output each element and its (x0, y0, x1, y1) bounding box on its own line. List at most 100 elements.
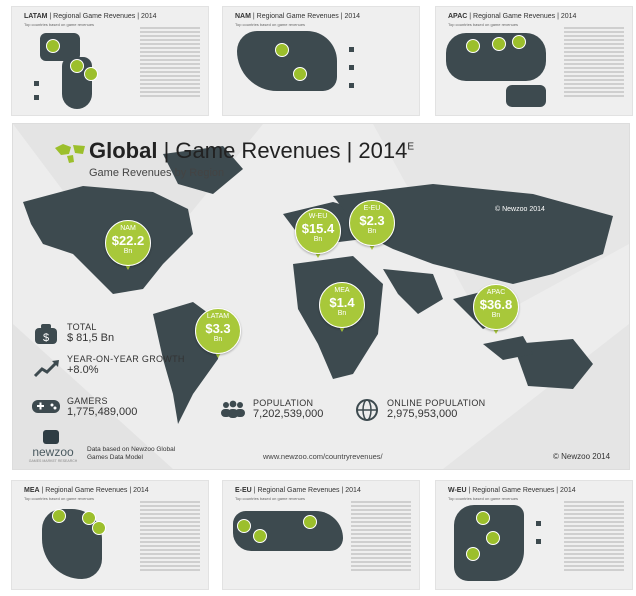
thumbnail-subtitle: Top countries based on game revenues (448, 22, 519, 27)
stat-icon (349, 83, 356, 89)
global-infographic: Global | Game Revenues | 2014E Game Reve… (12, 123, 630, 470)
revenue-table (564, 499, 624, 581)
pin-nam[interactable]: NAM $22.2 Bn (105, 220, 151, 270)
map-copyright: © Newzoo 2014 (495, 206, 545, 213)
stat-value: 1,775,489,000 (67, 406, 138, 418)
pin-unit: Bn (491, 312, 501, 319)
stat-value: 2,975,953,000 (387, 408, 458, 420)
pin-value: $2.3 (359, 213, 385, 228)
globe-icon (356, 399, 378, 421)
map-pin (237, 519, 251, 533)
thumbnail-subtitle: Top countries based on game revenues (235, 22, 306, 27)
map-pin (92, 521, 106, 535)
map-region (506, 85, 546, 107)
footer-copyright: © Newzoo 2014 (553, 452, 611, 461)
source-url[interactable]: www.newzoo.com/countryrevenues/ (263, 452, 383, 461)
pin-region: W-EU (308, 213, 328, 220)
page-subtitle: Game Revenues by Region (89, 167, 225, 179)
thumbnail-title: APAC | Regional Game Revenues | 2014 (448, 13, 577, 20)
logo-mark (43, 430, 59, 444)
thumbnail-subtitle: Top countries based on game revenues (24, 22, 95, 27)
people-icon (221, 400, 245, 418)
stat-value: +8.0% (67, 364, 99, 376)
map-pin (84, 67, 98, 81)
globe-logo-icon (55, 144, 85, 163)
stat-total: TOTAL $ 81,5 Bn (67, 322, 114, 344)
pin-unit: Bn (367, 228, 377, 235)
stat-population: POPULATION 7,202,539,000 (253, 398, 323, 420)
revenue-table (351, 499, 411, 581)
thumbnail-mea[interactable]: MEA | Regional Game Revenues | 2014 Top … (11, 480, 209, 590)
pin-mea[interactable]: MEA $1.4 Bn (319, 282, 365, 332)
stat-label: TOTAL (67, 322, 97, 332)
map-region (237, 31, 337, 91)
stat-growth: YEAR-ON-YEAR GROWTH +8.0% (67, 354, 185, 376)
map-pin (512, 35, 526, 49)
stat-label: ONLINE POPULATION (387, 398, 486, 408)
stat-icon (34, 81, 41, 87)
pin-value: $1.4 (329, 295, 355, 310)
pin-unit: Bn (213, 336, 223, 343)
pin-region: NAM (120, 225, 136, 232)
thumbnail-apac[interactable]: APAC | Regional Game Revenues | 2014 Top… (435, 6, 633, 116)
pin-unit: Bn (313, 236, 323, 243)
pin-unit: Bn (123, 248, 133, 255)
pin-value: $36.8 (479, 297, 513, 312)
stat-icon (34, 95, 41, 101)
map-pin (303, 515, 317, 529)
map-pin (46, 39, 60, 53)
thumbnail-title: LATAM | Regional Game Revenues | 2014 (24, 13, 157, 20)
thumbnail-e-eu[interactable]: E-EU | Regional Game Revenues | 2014 Top… (222, 480, 420, 590)
thumbnail-latam[interactable]: LATAM | Regional Game Revenues | 2014 To… (11, 6, 209, 116)
map-pin (82, 511, 96, 525)
thumbnail-title: MEA | Regional Game Revenues | 2014 (24, 487, 149, 494)
stat-gamers: GAMERS 1,775,489,000 (67, 396, 137, 418)
thumbnail-subtitle: Top countries based on game revenues (24, 496, 95, 501)
stat-icon (536, 521, 543, 527)
map-pin (492, 37, 506, 51)
thumbnail-subtitle: Top countries based on game revenues (235, 496, 306, 501)
thumbnail-title: W-EU | Regional Game Revenues | 2014 (448, 487, 576, 494)
thumbnail-w-eu[interactable]: W-EU | Regional Game Revenues | 2014 Top… (435, 480, 633, 590)
revenue-table (140, 499, 200, 581)
map-pin (466, 39, 480, 53)
stat-icon (349, 47, 356, 53)
pin-w-eu[interactable]: W-EU $15.4 Bn (295, 208, 341, 258)
pin-unit: Bn (337, 310, 347, 317)
revenue-table (564, 25, 624, 107)
page-title: Global | Game Revenues | 2014E (89, 138, 415, 163)
pin-region: MEA (334, 287, 350, 294)
stat-label: YEAR-ON-YEAR GROWTH (67, 354, 185, 364)
thumbnail-subtitle: Top countries based on game revenues (448, 496, 519, 501)
pin-region: E-EU (363, 205, 381, 212)
logo-tagline: GAMES MARKET RESEARCH (28, 459, 78, 463)
map-pin (293, 67, 307, 81)
map-pin (253, 529, 267, 543)
map-pin (52, 509, 66, 523)
stat-value: $ 81,5 Bn (67, 332, 115, 344)
thumbnail-nam[interactable]: NAM | Regional Game Revenues | 2014 Top … (222, 6, 420, 116)
pin-region: APAC (486, 289, 506, 296)
pin-e-eu[interactable]: E-EU $2.3 Bn (349, 200, 395, 250)
money-icon: $ (35, 324, 57, 344)
map-region (233, 511, 343, 551)
gamepad-icon (32, 400, 60, 413)
pin-region: LATAM (206, 313, 230, 320)
stat-label: POPULATION (253, 398, 314, 408)
stat-icon (349, 65, 356, 71)
map-pin (275, 43, 289, 57)
stat-online-population: ONLINE POPULATION 2,975,953,000 (387, 398, 485, 420)
map-pin (486, 531, 500, 545)
logo-word: newzoo (32, 445, 74, 459)
data-source-note: Data based on Newzoo Global Games Data M… (87, 446, 176, 461)
map-pin (466, 547, 480, 561)
growth-chart-icon (33, 360, 59, 378)
pin-latam[interactable]: LATAM $3.3 Bn (195, 308, 241, 358)
pin-value: $3.3 (205, 321, 231, 336)
pin-apac[interactable]: APAC $36.8 Bn (473, 284, 519, 334)
pin-value: $22.2 (111, 233, 145, 248)
stat-label: GAMERS (67, 396, 108, 406)
thumbnail-title: NAM | Regional Game Revenues | 2014 (235, 13, 361, 20)
svg-text:$: $ (43, 332, 49, 344)
thumbnail-title: E-EU | Regional Game Revenues | 2014 (235, 487, 361, 494)
